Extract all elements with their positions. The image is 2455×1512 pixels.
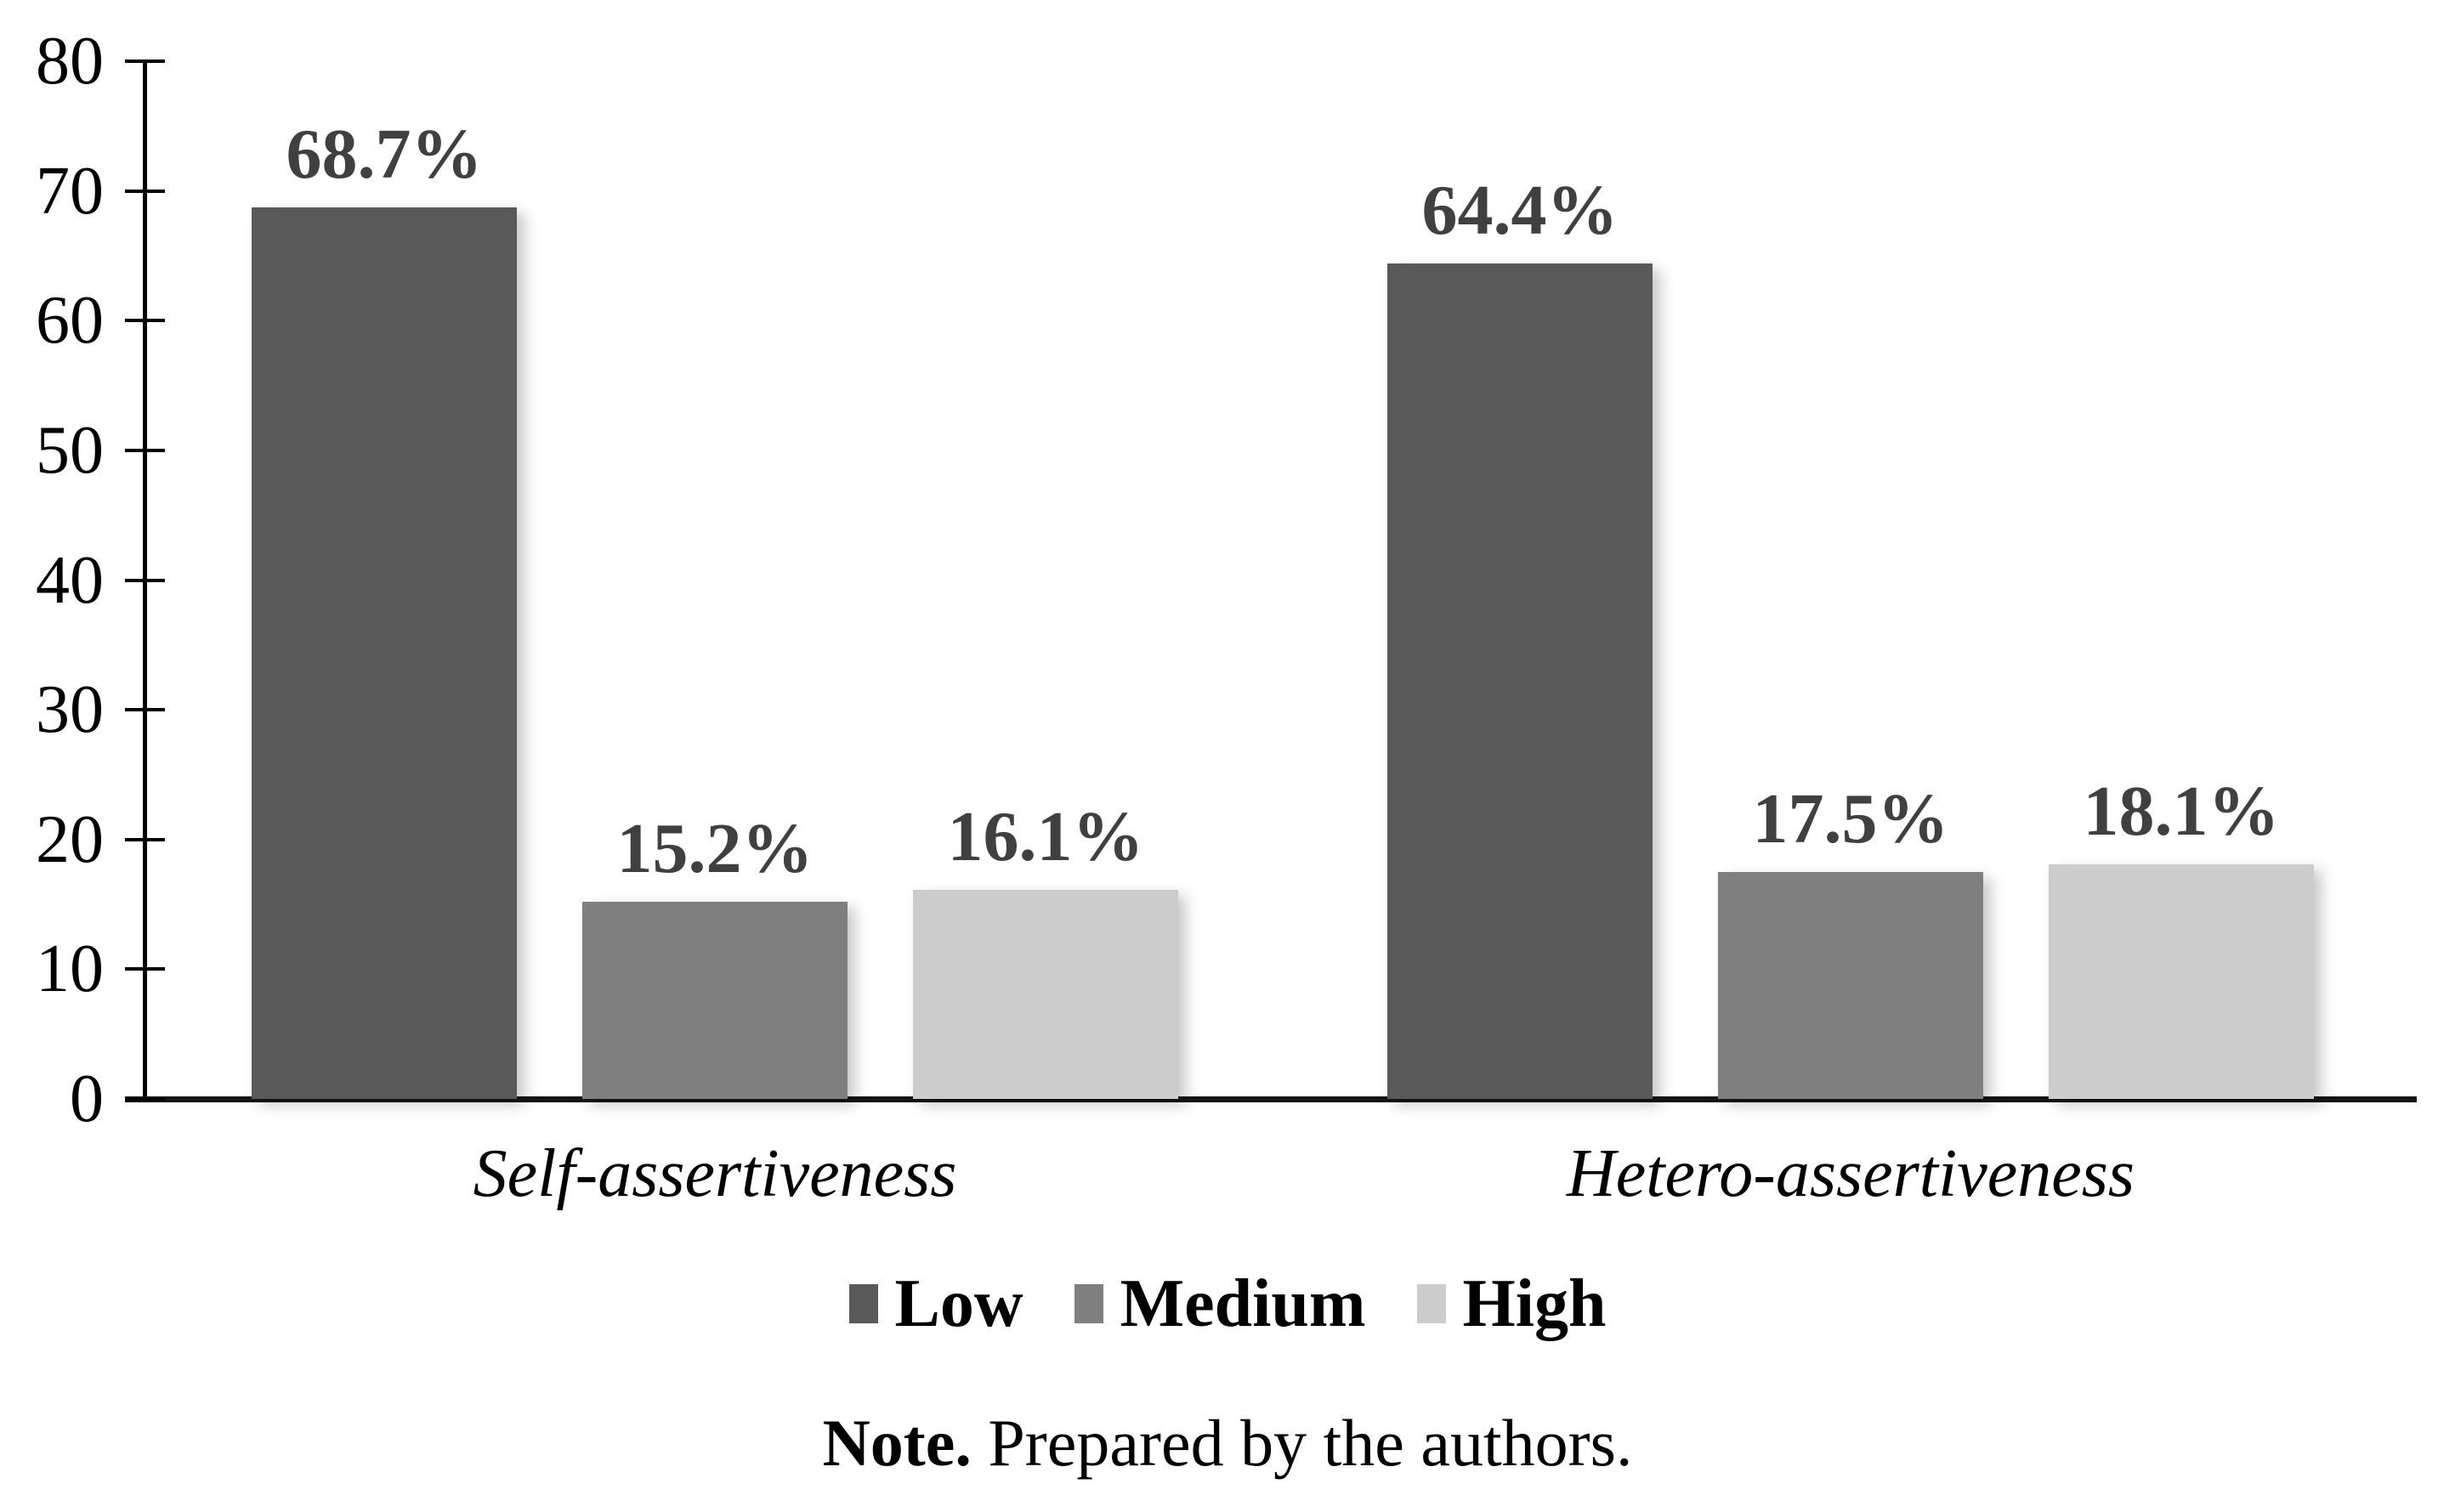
legend-label-low: Low bbox=[894, 1266, 1023, 1341]
y-axis-tick bbox=[125, 708, 165, 712]
legend-swatch-medium-icon bbox=[1074, 1284, 1103, 1323]
y-axis-tick bbox=[125, 319, 165, 323]
bar-medium-hetero-assertiveness bbox=[1718, 871, 1983, 1099]
bar-value-label: 16.1% bbox=[947, 797, 1144, 877]
x-axis-line bbox=[125, 1096, 2417, 1102]
bar-value-label: 68.7% bbox=[286, 115, 483, 195]
legend-item-high: High bbox=[1416, 1266, 1607, 1341]
figure-note: Note. Prepared by the authors. bbox=[0, 1404, 2455, 1482]
y-axis-tick-label: 10 bbox=[36, 932, 104, 1007]
y-axis-tick-label: 80 bbox=[36, 24, 104, 99]
bar-high-self-assertiveness bbox=[913, 890, 1178, 1099]
y-axis-tick bbox=[125, 967, 165, 971]
bar-high-hetero-assertiveness bbox=[2049, 864, 2314, 1099]
y-axis-tick-label: 70 bbox=[36, 153, 104, 229]
y-axis-tick-label: 0 bbox=[70, 1062, 104, 1136]
legend-label-medium: Medium bbox=[1120, 1266, 1366, 1341]
y-axis-tick bbox=[125, 189, 165, 193]
bar-value-label: 64.4% bbox=[1421, 171, 1619, 251]
legend-item-medium: Medium bbox=[1074, 1266, 1366, 1341]
y-axis-tick bbox=[125, 59, 165, 63]
bar-value-label: 17.5% bbox=[1752, 779, 1949, 858]
category-label-self-assertiveness: Self-assertiveness bbox=[473, 1136, 957, 1211]
legend: Low Medium High bbox=[0, 1266, 2455, 1341]
y-axis-tick-label: 30 bbox=[36, 672, 104, 748]
y-axis-tick-label: 60 bbox=[36, 283, 104, 359]
bar-medium-self-assertiveness bbox=[582, 902, 848, 1099]
category-label-hetero-assertiveness: Hetero-assertiveness bbox=[1567, 1136, 2135, 1211]
y-axis-tick-label: 20 bbox=[36, 801, 104, 877]
y-axis-tick bbox=[125, 837, 165, 841]
legend-item-low: Low bbox=[848, 1266, 1023, 1341]
bar-low-hetero-assertiveness bbox=[1387, 263, 1653, 1099]
legend-label-high: High bbox=[1462, 1266, 1607, 1341]
y-axis-tick bbox=[125, 448, 165, 452]
bar-value-label: 18.1% bbox=[2083, 771, 2280, 851]
bar-low-self-assertiveness bbox=[252, 207, 517, 1099]
y-axis-tick bbox=[125, 578, 165, 582]
legend-swatch-high-icon bbox=[1416, 1284, 1446, 1323]
legend-swatch-low-icon bbox=[848, 1284, 878, 1323]
y-axis-tick bbox=[125, 1097, 165, 1101]
y-axis-tick-label: 50 bbox=[36, 412, 104, 488]
note-text: Prepared by the authors. bbox=[988, 1406, 1633, 1480]
y-axis-tick-label: 40 bbox=[36, 542, 104, 618]
note-label: Note. bbox=[822, 1406, 972, 1480]
bar-value-label: 15.2% bbox=[616, 809, 814, 888]
